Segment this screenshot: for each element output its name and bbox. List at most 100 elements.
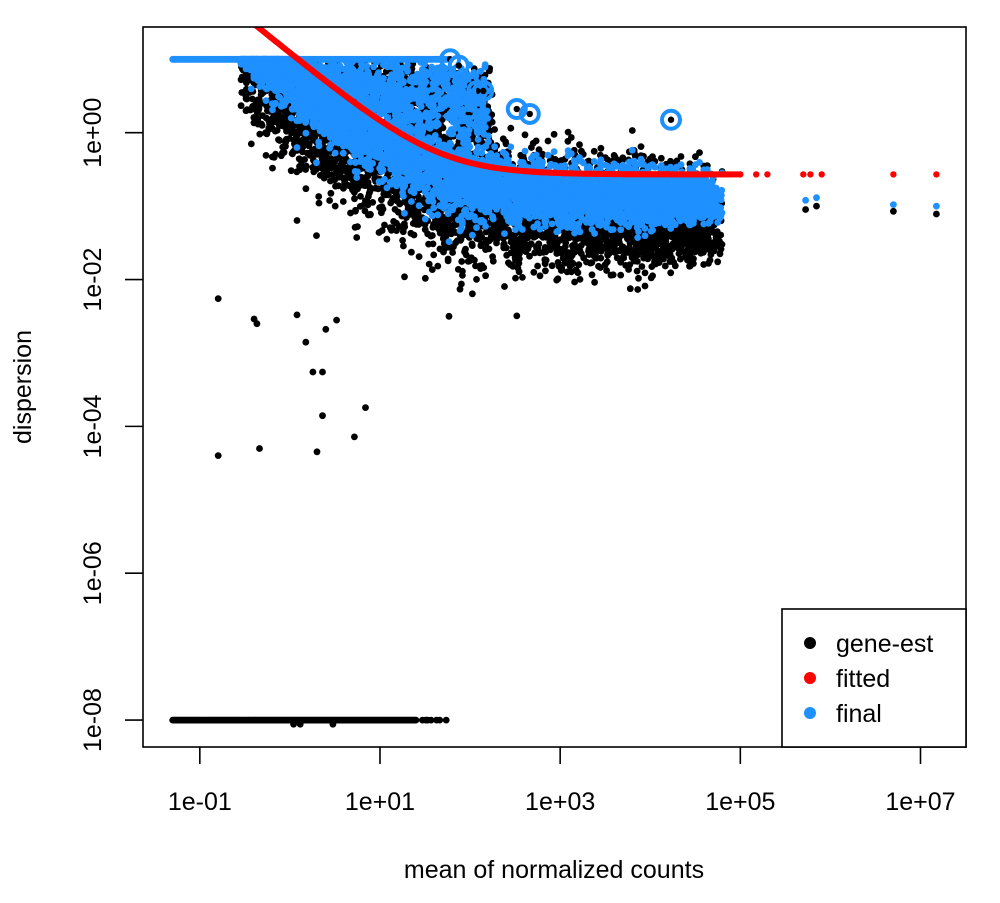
gene-est-point <box>499 135 507 143</box>
gene-est-point <box>531 249 539 257</box>
gene-est-point <box>306 152 314 159</box>
gene-est-point <box>625 235 632 242</box>
gene-est-point <box>268 119 276 127</box>
gene-est-point <box>712 233 720 241</box>
gene-est-point <box>445 312 453 320</box>
gene-est-point <box>512 274 519 282</box>
gene-est-point <box>630 254 637 262</box>
scatter-points <box>169 48 940 728</box>
gene-est-point <box>650 236 658 244</box>
gene-est-point <box>634 286 642 293</box>
gene-est-point <box>641 269 649 277</box>
gene-est-point <box>477 265 484 272</box>
gene-est-point <box>430 220 437 228</box>
gene-est-point <box>548 262 556 270</box>
gene-est-point <box>335 182 342 190</box>
gene-est-point <box>473 276 480 283</box>
gene-est-point <box>450 243 457 251</box>
gene-est-point <box>667 157 674 165</box>
gene-est-point <box>718 241 726 248</box>
gene-est-point <box>564 128 572 136</box>
gene-est-point <box>277 152 285 160</box>
gene-est-point <box>564 137 572 145</box>
gene-est-point <box>468 240 476 248</box>
gene-est-point <box>365 211 372 219</box>
gene-est-point <box>515 243 523 250</box>
gene-est-point <box>242 95 250 102</box>
gene-est-point <box>237 76 245 84</box>
gene-est-point <box>408 248 415 256</box>
gene-est-point <box>401 220 408 228</box>
gene-est-point <box>633 267 641 275</box>
gene-est-point <box>327 189 335 197</box>
gene-est-point <box>675 250 683 257</box>
gene-est-point <box>415 253 423 260</box>
gene-est-point <box>657 154 665 162</box>
gene-est-point <box>308 130 316 138</box>
gene-est-point <box>461 246 469 254</box>
gene-est-point <box>576 276 584 283</box>
gene-est-point <box>237 102 245 110</box>
gene-est-point <box>536 272 544 280</box>
gene-est-point <box>369 199 377 206</box>
gene-est-point <box>354 223 361 231</box>
gene-est-point <box>339 198 347 205</box>
gene-est-point <box>554 275 562 283</box>
gene-est-point <box>714 258 722 266</box>
gene-est-point <box>482 272 489 280</box>
gene-est-point <box>338 159 346 167</box>
gene-est-point <box>247 140 255 148</box>
gene-est-point <box>595 243 603 251</box>
gene-est-point <box>534 262 541 270</box>
gene-est-point <box>425 260 433 268</box>
gene-est-point <box>298 162 305 170</box>
gene-est-point <box>268 125 276 132</box>
gene-est-point <box>428 266 436 273</box>
gene-est-point <box>503 251 511 259</box>
gene-est-point <box>571 240 578 248</box>
gene-est-point <box>649 153 656 161</box>
gene-est-point <box>705 259 712 267</box>
gene-est-point <box>293 217 301 224</box>
gene-est-point <box>541 256 549 264</box>
gene-est-point <box>251 102 258 110</box>
gene-est-point <box>696 149 703 157</box>
gene-est-point <box>290 129 298 137</box>
gene-est-point <box>313 232 320 240</box>
gene-est-point <box>457 236 464 244</box>
gene-est-point <box>351 195 358 203</box>
gene-est-point <box>477 242 485 250</box>
gene-est-point <box>447 224 455 232</box>
gene-est-point <box>528 144 535 151</box>
gene-est-point <box>381 221 388 229</box>
gene-est-point <box>491 225 499 232</box>
gene-est-point <box>586 259 594 267</box>
gene-est-point <box>649 272 656 280</box>
gene-est-point <box>591 278 598 286</box>
gene-est-point <box>386 224 394 232</box>
gene-est-point <box>635 274 642 282</box>
gene-est-point <box>256 130 264 138</box>
gene-est-point <box>671 262 679 270</box>
gene-est-point <box>287 167 295 175</box>
gene-est-point <box>378 196 385 204</box>
gene-est-point <box>588 271 596 279</box>
gene-est-point <box>532 137 540 145</box>
gene-est-point <box>413 220 420 228</box>
gene-est-point <box>262 152 270 159</box>
gene-est-point <box>425 240 432 248</box>
gene-est-point <box>257 91 265 98</box>
gene-est-point <box>524 234 532 242</box>
gene-est-point <box>647 249 655 257</box>
gene-est-point <box>458 280 465 288</box>
gene-est-point <box>620 254 628 262</box>
gene-est-point <box>326 197 333 204</box>
gene-est-point <box>507 124 515 132</box>
gene-est-point <box>592 254 600 262</box>
gene-est-point <box>590 147 598 155</box>
gene-est-point <box>505 259 512 267</box>
gene-est-point <box>283 127 290 135</box>
gene-est-point <box>444 255 452 263</box>
gene-est-point <box>597 254 605 262</box>
gene-est-point <box>556 236 564 244</box>
